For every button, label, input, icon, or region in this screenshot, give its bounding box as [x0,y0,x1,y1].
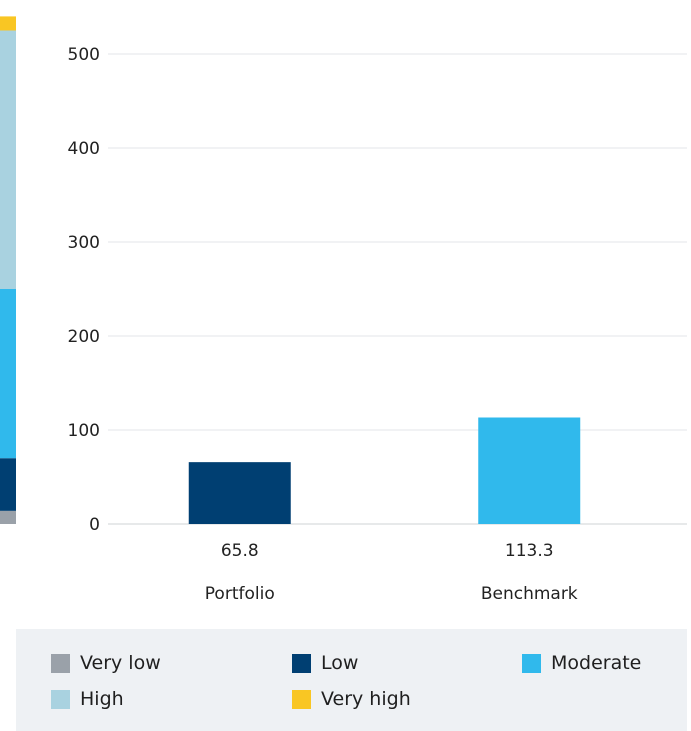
risk-band-moderate [0,289,16,459]
y-tick-label-400: 400 [68,139,100,159]
legend-label-moderate: Moderate [551,652,642,674]
risk-scale-bar [0,16,16,524]
legend-swatch-low [292,653,311,673]
y-tick-label-200: 200 [68,327,100,347]
legend: Very low Low Moderate High Very high [16,629,687,731]
legend-item-very-low: Very low [51,652,161,674]
legend-item-moderate: Moderate [522,652,641,674]
legend-item-high: High [51,688,124,710]
y-tick-label-500: 500 [68,45,100,65]
legend-swatch-very-high [292,689,311,709]
risk-band-very-low [0,510,16,524]
category-label-benchmark: Benchmark [481,584,578,604]
legend-label-low: Low [321,652,359,674]
legend-swatch-moderate [522,653,541,673]
risk-band-low [0,458,16,511]
bar-benchmark [478,417,581,524]
gridlines [108,53,687,525]
x-axis-labels: 65.8 Portfolio 113.3 Benchmark [205,541,578,604]
y-tick-label-0: 0 [89,515,100,535]
legend-swatch-very-low [51,653,70,673]
legend-label-very-low: Very low [80,652,161,674]
risk-band-high [0,30,16,289]
bar-portfolio [188,462,291,524]
category-label-portfolio: Portfolio [205,584,275,604]
chart: 0 100 200 300 400 500 65.8 Portfolio 113.3 Bench… [0,16,687,604]
risk-band-very-high [0,16,16,31]
legend-label-very-high: Very high [321,688,411,710]
y-axis: 0 100 200 300 400 500 [68,45,100,535]
legend-label-high: High [80,688,124,710]
legend-swatch-high [51,689,70,709]
y-tick-label-300: 300 [68,233,100,253]
bars [188,417,581,524]
value-label-benchmark: 113.3 [505,541,554,561]
legend-item-low: Low [292,652,358,674]
y-tick-label-100: 100 [68,421,100,441]
legend-item-very-high: Very high [292,688,411,710]
value-label-portfolio: 65.8 [221,541,259,561]
